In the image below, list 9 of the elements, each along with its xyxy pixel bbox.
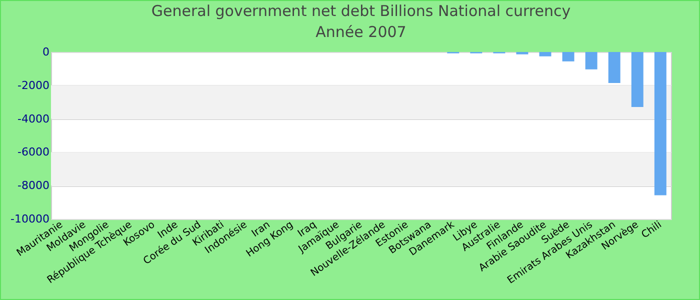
y-tick-label: -4000 <box>18 112 50 126</box>
y-tick-label: -8000 <box>18 179 50 192</box>
y-tick-label: -10000 <box>10 212 50 226</box>
chart-subtitle: Année 2007 <box>316 23 406 41</box>
y-tick-label: 0 <box>42 46 50 58</box>
chart-title: General government net debt Billions National currency <box>151 2 571 20</box>
y-tick-label: -2000 <box>18 78 50 92</box>
y-tick-label: -6000 <box>18 146 50 159</box>
x-tick-label: Chili <box>640 219 664 241</box>
